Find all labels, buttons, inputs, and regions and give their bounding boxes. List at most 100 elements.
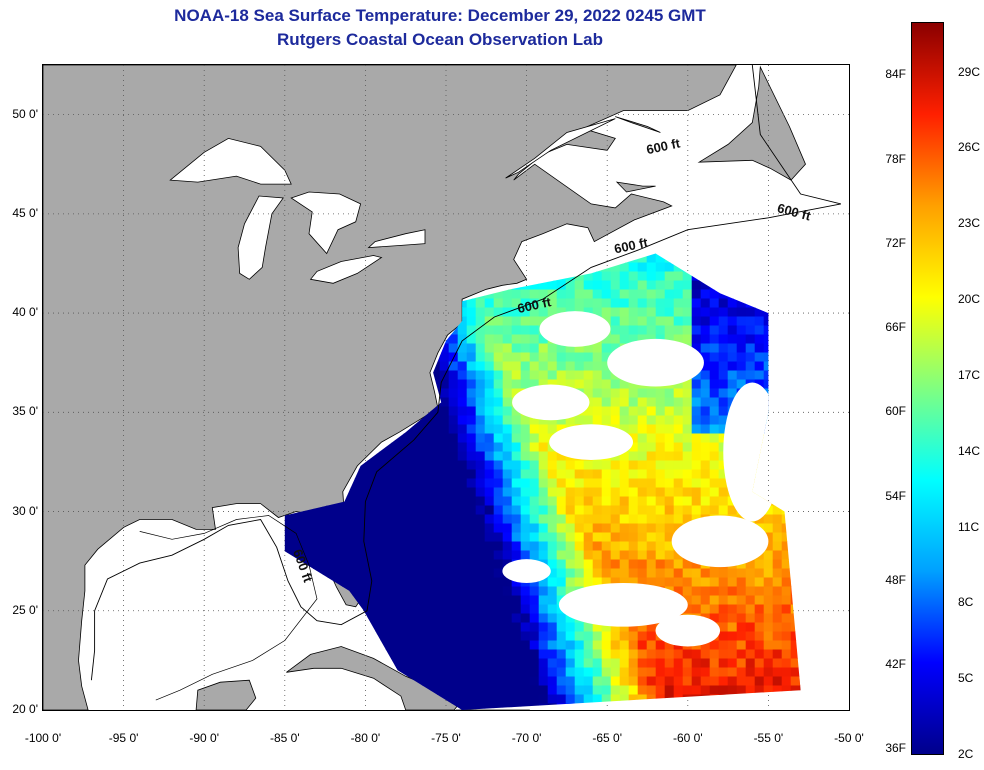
sst-cell bbox=[556, 451, 567, 461]
sst-cell bbox=[538, 496, 549, 506]
sst-cell bbox=[610, 514, 621, 524]
sst-cell bbox=[439, 406, 450, 416]
sst-cell bbox=[304, 613, 315, 623]
sst-cell bbox=[421, 631, 432, 641]
sst-cell bbox=[394, 577, 405, 587]
sst-cell bbox=[284, 523, 288, 533]
sst-cell bbox=[269, 533, 279, 543]
sst-cell bbox=[367, 523, 378, 533]
sst-cell bbox=[799, 334, 801, 344]
sst-cell bbox=[493, 289, 504, 299]
sst-cell bbox=[484, 370, 495, 380]
sst-cell bbox=[709, 271, 720, 281]
sst-cell bbox=[439, 685, 450, 695]
sst-cell bbox=[718, 388, 729, 398]
sst-cell bbox=[655, 316, 666, 326]
sst-cell bbox=[466, 334, 477, 344]
sst-cell bbox=[601, 559, 612, 569]
sst-cell bbox=[592, 505, 603, 515]
sst-cell bbox=[403, 649, 414, 659]
sst-cell bbox=[637, 694, 648, 704]
sst-cell bbox=[556, 271, 567, 281]
sst-cell bbox=[385, 487, 396, 497]
sst-cell bbox=[475, 514, 486, 524]
sst-cell bbox=[664, 289, 675, 299]
sst-cell bbox=[475, 370, 486, 380]
sst-cell bbox=[502, 325, 513, 335]
sst-cell bbox=[349, 541, 360, 551]
sst-cell bbox=[799, 370, 801, 380]
sst-cell bbox=[772, 442, 783, 452]
sst-cell bbox=[745, 649, 756, 659]
sst-cell bbox=[754, 370, 765, 380]
sst-cell bbox=[484, 622, 495, 632]
sst-cell bbox=[745, 343, 756, 353]
sst-cell bbox=[673, 478, 684, 488]
sst-cell bbox=[754, 685, 765, 695]
sst-cell bbox=[484, 334, 495, 344]
sst-cell bbox=[682, 379, 693, 389]
sst-cell bbox=[556, 298, 567, 308]
sst-cell bbox=[394, 568, 405, 578]
sst-cell bbox=[646, 631, 657, 641]
sst-cell bbox=[547, 649, 558, 659]
sst-cell bbox=[718, 667, 729, 677]
sst-cell bbox=[790, 433, 801, 443]
sst-cell bbox=[574, 262, 585, 272]
sst-cell bbox=[358, 478, 369, 488]
sst-cell bbox=[754, 325, 765, 335]
sst-cell bbox=[583, 487, 594, 497]
sst-cell bbox=[529, 676, 540, 686]
sst-cell bbox=[754, 343, 765, 353]
longitude-label: -85 0' bbox=[269, 731, 300, 745]
sst-cell bbox=[736, 262, 747, 272]
sst-cell bbox=[412, 460, 423, 470]
sst-cell bbox=[340, 604, 351, 614]
sst-cell bbox=[529, 415, 540, 425]
sst-cell bbox=[799, 613, 801, 623]
sst-cell bbox=[628, 505, 639, 515]
sst-cell bbox=[619, 307, 630, 317]
sst-cell bbox=[421, 424, 432, 434]
sst-cell bbox=[619, 334, 630, 344]
fahrenheit-label: 84F bbox=[885, 67, 906, 82]
sst-cell bbox=[664, 271, 675, 281]
sst-cell bbox=[691, 685, 702, 695]
sst-cell bbox=[376, 622, 387, 632]
longitude-label: -100 0' bbox=[24, 731, 62, 745]
sst-cell bbox=[511, 649, 522, 659]
sst-cell bbox=[502, 415, 513, 425]
sst-cell bbox=[799, 289, 801, 299]
sst-cell bbox=[673, 586, 684, 596]
sst-cell bbox=[790, 649, 801, 659]
sst-cell bbox=[691, 496, 702, 506]
longitude-label: -95 0' bbox=[108, 731, 139, 745]
sst-cell bbox=[349, 613, 360, 623]
sst-cell bbox=[484, 352, 495, 362]
sst-cell bbox=[269, 623, 279, 633]
sst-cell bbox=[322, 631, 333, 641]
sst-cell bbox=[628, 253, 639, 263]
sst-cell bbox=[358, 460, 369, 470]
sst-cell bbox=[412, 532, 423, 542]
sst-cell bbox=[809, 632, 819, 642]
sst-cell bbox=[727, 298, 738, 308]
sst-cell bbox=[736, 595, 747, 605]
sst-cell bbox=[358, 631, 369, 641]
sst-cell bbox=[745, 568, 756, 578]
sst-cell bbox=[709, 415, 720, 425]
sst-cell bbox=[367, 514, 378, 524]
sst-cell bbox=[412, 667, 423, 677]
sst-cell bbox=[547, 298, 558, 308]
sst-cell bbox=[430, 424, 441, 434]
sst-cell bbox=[790, 325, 801, 335]
sst-cell bbox=[304, 622, 315, 632]
sst-cell bbox=[781, 658, 792, 668]
sst-cell bbox=[736, 640, 747, 650]
sst-cell bbox=[646, 550, 657, 560]
sst-cell bbox=[727, 253, 738, 263]
sst-cell bbox=[583, 379, 594, 389]
sst-cell bbox=[340, 559, 351, 569]
sst-cell bbox=[313, 559, 324, 569]
latitude-label: 50 0' bbox=[12, 106, 38, 121]
